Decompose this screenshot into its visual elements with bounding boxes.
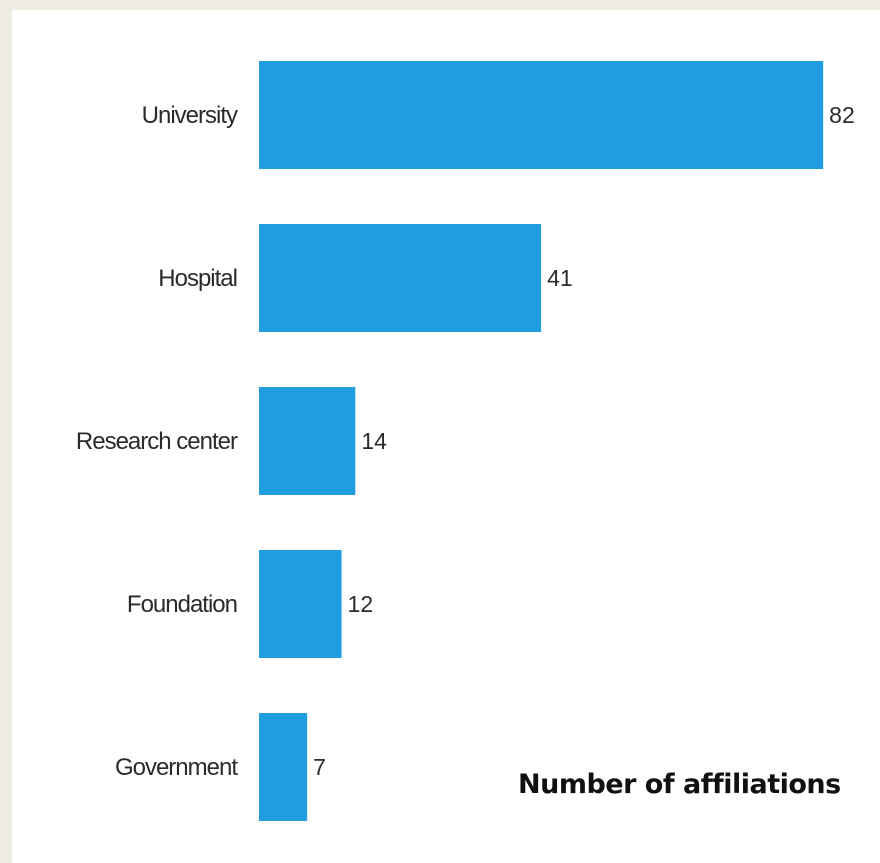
category-label: Research center: [76, 428, 238, 455]
bar-hospital: [259, 224, 542, 332]
category-label: Foundation: [127, 591, 237, 618]
category-labels-group: University Hospital Research center Foundat…: [76, 102, 239, 781]
bar-university: [259, 61, 824, 169]
bar-government: [259, 713, 308, 821]
value-label: 41: [547, 265, 573, 291]
bar-research-center: [259, 387, 356, 495]
bars-group: [259, 61, 824, 821]
value-label: 82: [829, 102, 855, 128]
category-label: Government: [115, 754, 238, 781]
value-label: 14: [361, 428, 387, 454]
category-label: University: [142, 102, 238, 129]
value-labels-group: 82 41 14 12 7: [313, 102, 855, 780]
value-label: 7: [313, 754, 326, 780]
chart-annotation: Number of affiliations: [518, 769, 841, 800]
category-label: Hospital: [158, 265, 237, 292]
value-label: 12: [348, 591, 374, 617]
bar-foundation: [259, 550, 342, 658]
